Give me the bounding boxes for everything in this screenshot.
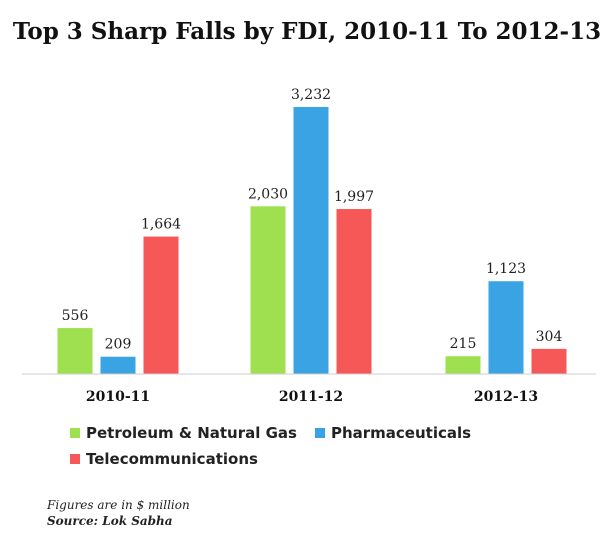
footnote: Figures are in $ million Source: Lok Sab… <box>47 497 190 529</box>
legend-label: Petroleum & Natural Gas <box>86 424 297 442</box>
bar-2011-12-1 <box>293 107 329 374</box>
data-label-2012-13-2: 304 <box>536 329 563 345</box>
bar-chart: 556 209 1,664 2010-11 2,030 3,232 1,997 2011-12… <box>22 87 596 405</box>
units-note: Figures are in $ million <box>47 498 190 512</box>
data-label-2010-11-1: 209 <box>105 337 132 353</box>
legend-swatch <box>70 454 80 464</box>
data-label-2010-11-2: 1,664 <box>141 217 181 233</box>
data-label-2010-11-0: 556 <box>62 308 89 324</box>
legend-item: Petroleum & Natural Gas <box>70 424 297 442</box>
legend-item: Pharmaceuticals <box>314 424 472 442</box>
bar-2010-11-2 <box>143 236 179 374</box>
bar-2012-13-2 <box>531 348 567 374</box>
legend-label: Pharmaceuticals <box>330 424 472 442</box>
legend-swatch <box>314 428 325 438</box>
bar-2012-13-1 <box>488 281 524 374</box>
x-tick-label: 2012-13 <box>474 389 538 405</box>
chart-title: Top 3 Sharp Falls by FDI, 2010-11 To 201… <box>12 18 602 45</box>
bar-2010-11-0 <box>57 328 93 374</box>
data-label-2011-12-2: 1,997 <box>334 189 374 205</box>
bar-2011-12-0 <box>250 206 286 374</box>
data-label-2011-12-1: 3,232 <box>291 87 331 103</box>
x-tick-label: 2010-11 <box>86 389 150 405</box>
legend-swatch <box>70 428 80 438</box>
legend: Petroleum & Natural Gas Pharmaceuticals Te… <box>70 424 590 476</box>
bar-2012-13-0 <box>445 356 481 374</box>
legend-item: Telecommunications <box>70 450 258 468</box>
source-note: Source: Lok Sabha <box>47 514 173 528</box>
data-label-2011-12-0: 2,030 <box>248 186 288 202</box>
data-label-2012-13-0: 215 <box>450 336 477 352</box>
legend-label: Telecommunications <box>86 450 258 468</box>
bar-2010-11-1 <box>100 356 136 374</box>
bar-2011-12-2 <box>336 209 372 374</box>
data-label-2012-13-1: 1,123 <box>486 261 526 277</box>
x-tick-label: 2011-12 <box>279 389 343 405</box>
